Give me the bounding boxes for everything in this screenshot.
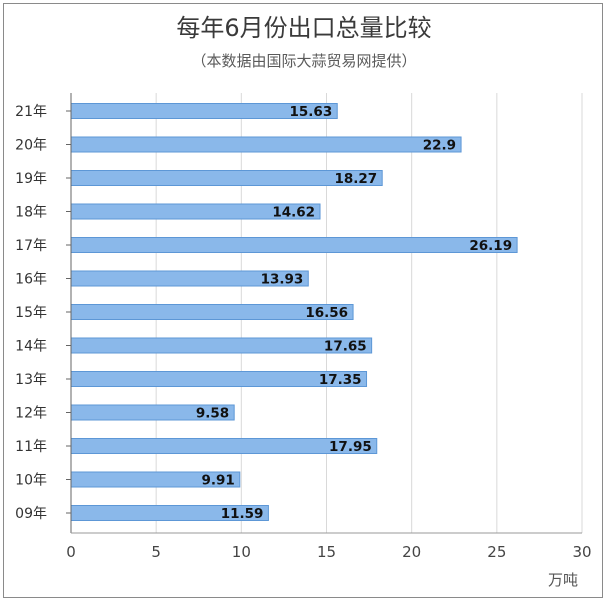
bar-value-label: 17.65 (324, 339, 367, 355)
bar-value-label: 22.9 (423, 138, 456, 154)
y-tick-label: 10年 (15, 473, 47, 489)
y-tick-label: 18年 (15, 205, 47, 221)
bar-value-label: 13.93 (261, 272, 304, 288)
y-tick-label: 11年 (15, 439, 47, 455)
bar-value-label: 16.56 (305, 305, 348, 321)
bar (70, 136, 462, 153)
bar-value-label: 9.91 (201, 473, 234, 489)
y-tick-label: 19年 (15, 171, 47, 187)
y-tick-label: 13年 (15, 372, 47, 388)
bar-value-label: 18.27 (334, 171, 377, 187)
y-tick-label: 20年 (15, 138, 47, 154)
y-tick-label: 15年 (15, 305, 47, 321)
bar-value-label: 17.35 (319, 372, 362, 388)
y-tick-label: 14年 (15, 339, 47, 355)
chart-frame (3, 3, 603, 598)
y-tick-label: 16年 (15, 272, 47, 288)
x-tick-label: 20 (402, 543, 421, 561)
bar-value-label: 14.62 (272, 205, 315, 221)
chart-subtitle: （本数据由国际大蒜贸易网提供） (191, 52, 417, 70)
axes: 0 5 10 15 20 25 30 21年 20年 19年 18年 17年 16年 15年 14年 13年 1… (15, 93, 592, 561)
x-axis-label: 万吨 (548, 571, 578, 589)
y-tick-label: 12年 (15, 406, 47, 422)
bar-value-label: 26.19 (469, 238, 512, 254)
bar-value-label: 17.95 (329, 439, 372, 455)
chart-title: 每年6月份出口总量比较 (176, 14, 432, 42)
x-tick-label: 5 (151, 543, 161, 561)
y-tick-label: 21年 (15, 104, 47, 120)
bars: 15.63 22.9 18.27 14.62 26.19 13.93 16.56 17.65 1… (70, 103, 518, 522)
x-tick-label: 25 (487, 543, 506, 561)
bar-value-label: 11.59 (221, 506, 264, 522)
x-tick-label: 30 (572, 543, 591, 561)
x-tick-label: 10 (232, 543, 251, 561)
bar-value-label: 15.63 (290, 104, 333, 120)
x-tick-label: 15 (317, 543, 336, 561)
y-tick-label: 09年 (15, 506, 47, 522)
bar (70, 237, 518, 253)
y-tick-label: 17年 (15, 238, 47, 254)
bar-value-label: 9.58 (196, 406, 229, 422)
x-tick-label: 0 (66, 543, 76, 561)
